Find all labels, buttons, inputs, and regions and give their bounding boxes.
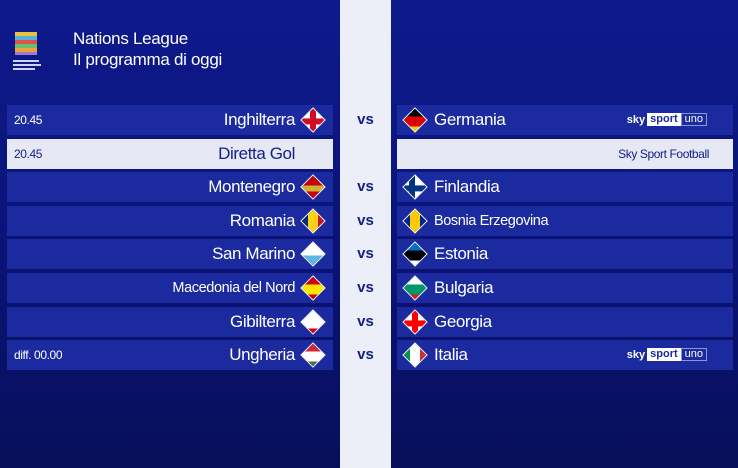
sky-sport-uno-logo: sky sport uno xyxy=(627,113,707,126)
flag-icon xyxy=(402,308,428,335)
match-row-left[interactable]: 20.45 Diretta Gol xyxy=(7,138,333,169)
match-row-right[interactable]: Bulgaria xyxy=(397,273,733,303)
match-row-left[interactable]: 20.45 Inghilterra xyxy=(7,105,333,135)
vs-label: vs xyxy=(357,245,374,263)
match-row-right[interactable]: Georgia xyxy=(397,306,733,337)
subtitle: Il programma di oggi xyxy=(73,50,222,69)
flag-icon xyxy=(300,174,326,200)
flag-icon xyxy=(402,275,428,301)
nations-league-logo xyxy=(13,32,41,70)
away-team: Estonia xyxy=(434,244,488,264)
match-row-right[interactable]: Italia sky sport uno xyxy=(397,340,733,371)
home-team: Montenegro xyxy=(208,177,295,197)
home-team: Macedonia del Nord xyxy=(172,280,295,296)
sky-text: sky xyxy=(626,348,646,361)
match-row-right[interactable]: Finlandia xyxy=(397,172,733,203)
channel-name: Sky Sport Football xyxy=(618,146,709,161)
match-row-left[interactable]: San Marino xyxy=(7,239,333,270)
match-row-left[interactable]: Macedonia del Nord xyxy=(7,273,333,303)
home-team: Romania xyxy=(229,210,296,230)
flag-icon xyxy=(300,308,326,335)
flag-icon xyxy=(402,241,428,268)
vs-label: vs xyxy=(357,312,374,330)
match-row-right[interactable]: Germania sky sport uno xyxy=(397,105,733,135)
vs-label: vs xyxy=(357,211,374,229)
match-time: diff. 00.00 xyxy=(14,348,63,363)
vs-label: vs xyxy=(357,111,374,128)
away-team: Finlandia xyxy=(434,177,500,197)
center-divider-column xyxy=(340,0,391,468)
away-team: Bulgaria xyxy=(434,278,494,297)
sky-sport-uno-logo: sky sport uno xyxy=(626,348,707,362)
home-team: Gibilterra xyxy=(230,311,295,331)
flag-icon xyxy=(402,208,428,234)
match-row-right[interactable]: Sky Sport Football xyxy=(397,138,733,169)
sky-text: sky xyxy=(626,113,646,126)
flag-icon xyxy=(300,275,326,301)
away-team: Italia xyxy=(434,345,468,365)
flag-icon xyxy=(300,107,326,133)
match-row-left[interactable]: Gibilterra xyxy=(7,306,333,337)
flag-icon xyxy=(402,174,428,200)
away-team: Bosnia Erzegovina xyxy=(434,212,549,229)
flag-icon xyxy=(300,241,326,268)
flag-icon xyxy=(402,342,428,368)
flag-icon xyxy=(300,208,326,234)
away-team: Germania xyxy=(434,110,506,129)
page-title: Nations League Il programma di oggi xyxy=(73,28,222,70)
vs-label: vs xyxy=(357,279,374,296)
match-row-right[interactable]: Bosnia Erzegovina xyxy=(397,205,733,236)
match-time: 20.45 xyxy=(14,146,43,161)
title: Nations League xyxy=(73,29,188,48)
uno-text: uno xyxy=(680,348,707,362)
match-row-left[interactable]: Romania xyxy=(7,205,333,236)
match-row-right[interactable]: Estonia xyxy=(397,239,733,270)
sport-text: sport xyxy=(647,113,681,126)
match-row-left[interactable]: Montenegro xyxy=(7,172,333,203)
home-team: San Marino xyxy=(212,244,295,264)
away-team: Georgia xyxy=(434,311,492,331)
info-label: Diretta Gol xyxy=(218,143,295,163)
sport-text: sport xyxy=(647,348,681,362)
match-time: 20.45 xyxy=(14,113,43,127)
uno-text: uno xyxy=(680,113,707,126)
home-team: Inghilterra xyxy=(223,110,296,129)
vs-label: vs xyxy=(357,346,374,364)
flag-icon xyxy=(402,107,428,133)
vs-label: vs xyxy=(357,178,374,196)
home-team: Ungheria xyxy=(229,345,295,365)
match-row-left[interactable]: diff. 00.00 Ungheria xyxy=(7,340,333,371)
flag-icon xyxy=(300,342,326,368)
